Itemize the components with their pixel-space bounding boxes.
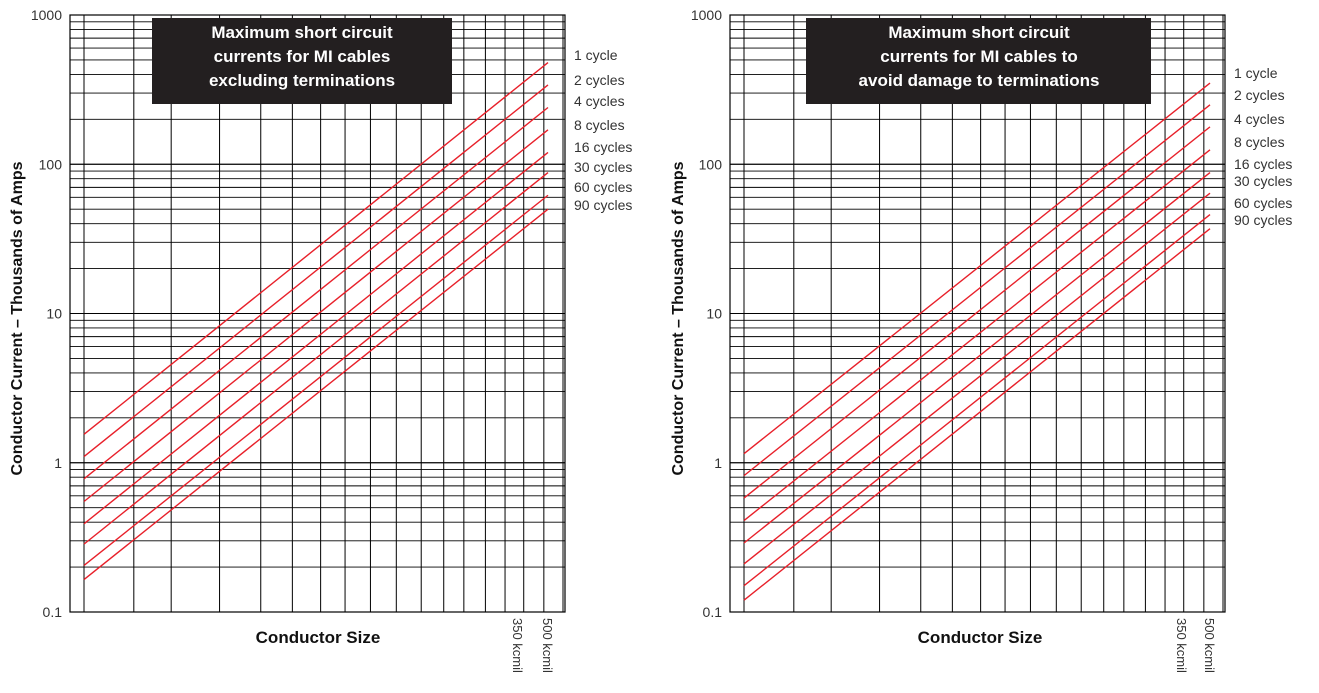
- series-label: 8 cycles: [574, 117, 625, 133]
- y-tick-label: 10: [46, 306, 62, 322]
- series-label: 90 cycles: [1234, 212, 1292, 228]
- plot-frame: [69, 14, 566, 613]
- y-tick-label: 10: [706, 306, 722, 322]
- y-tick-label: 1000: [31, 7, 62, 23]
- x-tick-label: 350 kcmil: [510, 618, 525, 673]
- chart-title-line: excluding terminations: [209, 71, 395, 90]
- x-tick-label: 350 kcmil: [1174, 618, 1189, 673]
- y-tick-label: 1: [54, 455, 62, 471]
- x-axis-label: Conductor Size: [918, 628, 1043, 647]
- series-line-90-cycles: [83, 208, 549, 581]
- y-tick-label: 100: [699, 156, 723, 172]
- chart-title-line: Maximum short circuit: [211, 23, 393, 42]
- series-line-16-cycles: [83, 151, 549, 525]
- series-label: 2 cycles: [574, 72, 625, 88]
- y-axis-label: Conductor Current – Thousands of Amps: [9, 161, 26, 475]
- series-line-60-cycles: [83, 194, 549, 567]
- series-line-2-cycles: [743, 104, 1211, 477]
- series-line-8-cycles: [83, 129, 549, 503]
- y-tick-label: 0.1: [43, 604, 63, 620]
- chart-title-line: Maximum short circuit: [888, 23, 1070, 42]
- chart-title-line: avoid damage to terminations: [859, 71, 1100, 90]
- x-tick-label: 500 kcmil: [540, 618, 555, 673]
- series-line-16-cycles: [743, 171, 1211, 544]
- series-label: 2 cycles: [1234, 87, 1285, 103]
- series-line-2-cycles: [83, 84, 549, 458]
- x-axis-label: Conductor Size: [256, 628, 381, 647]
- series-label: 8 cycles: [1234, 134, 1285, 150]
- series-label: 16 cycles: [1234, 156, 1292, 172]
- series-label: 30 cycles: [574, 159, 632, 175]
- y-axis-label: Conductor Current – Thousands of Amps: [670, 161, 687, 475]
- series-label: 4 cycles: [1234, 111, 1285, 127]
- chart-panel-2: 1000 100 10 1 0.1 1 cycle 2 cycles 4 cycles 8 cy…: [670, 7, 1292, 673]
- series-label: 30 cycles: [1234, 173, 1292, 189]
- series-label: 60 cycles: [574, 179, 632, 195]
- series-line-60-cycles: [743, 214, 1211, 587]
- series-line-1-cycle: [83, 62, 549, 435]
- series-line-8-cycles: [743, 149, 1211, 522]
- series-label: 16 cycles: [574, 139, 632, 155]
- chart-title-line: currents for MI cables: [214, 47, 391, 66]
- series-label: 60 cycles: [1234, 195, 1292, 211]
- title-box: [152, 18, 452, 104]
- series-label: 4 cycles: [574, 93, 625, 109]
- y-tick-label: 100: [39, 156, 63, 172]
- series-line-4-cycles: [743, 126, 1211, 499]
- chart-title-line: currents for MI cables to: [880, 47, 1077, 66]
- series-line-4-cycles: [83, 106, 549, 480]
- series-line-90-cycles: [743, 228, 1211, 601]
- plot-frame: [729, 14, 1226, 613]
- series-label: 1 cycle: [1234, 65, 1278, 81]
- series-label: 90 cycles: [574, 197, 632, 213]
- series-label: 1 cycle: [574, 47, 618, 63]
- title-box: [806, 18, 1151, 104]
- y-tick-label: 1: [714, 455, 722, 471]
- series-line-30-cycles: [83, 171, 549, 545]
- series-line-1-cycle: [743, 82, 1211, 455]
- series-line-30-cycles: [743, 192, 1211, 565]
- h-gridlines: [730, 14, 1225, 613]
- series-lines: [83, 62, 549, 581]
- h-gridlines: [70, 14, 565, 613]
- y-tick-label: 1000: [691, 7, 722, 23]
- chart-panel-1: 1000 100 10 1 0.1 1 cycle 2 cycles 4 cycles 8 cy…: [9, 7, 632, 673]
- v-gridlines: [83, 15, 564, 612]
- y-tick-label: 0.1: [703, 604, 723, 620]
- x-tick-label: 500 kcmil: [1202, 618, 1217, 673]
- series-lines: [743, 82, 1211, 601]
